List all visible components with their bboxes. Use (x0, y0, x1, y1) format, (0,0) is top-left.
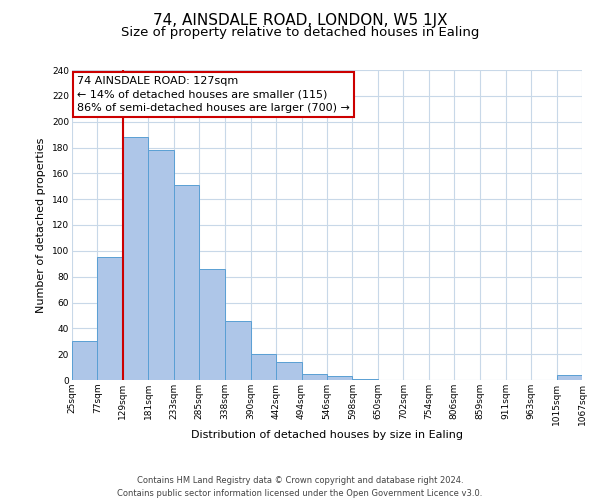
Bar (276, 362, 302, 380)
Text: Contains HM Land Registry data © Crown copyright and database right 2024.
Contai: Contains HM Land Registry data © Crown c… (118, 476, 482, 498)
Bar (327, 376, 352, 380)
Bar (174, 185, 199, 380)
Y-axis label: Number of detached properties: Number of detached properties (37, 138, 46, 312)
Bar (72, 341, 97, 380)
Bar (557, 375, 582, 380)
Bar (352, 378, 378, 380)
Text: 74 AINSDALE ROAD: 127sqm
← 14% of detached houses are smaller (115)
86% of semi-: 74 AINSDALE ROAD: 127sqm ← 14% of detach… (77, 76, 350, 112)
Bar (148, 150, 174, 380)
Text: Size of property relative to detached houses in Ealing: Size of property relative to detached ho… (121, 26, 479, 39)
X-axis label: Distribution of detached houses by size in Ealing: Distribution of detached houses by size … (191, 430, 463, 440)
Bar (123, 137, 148, 380)
Text: 74, AINSDALE ROAD, LONDON, W5 1JX: 74, AINSDALE ROAD, LONDON, W5 1JX (152, 12, 448, 28)
Bar (225, 320, 251, 380)
Bar (251, 354, 276, 380)
Bar (97, 258, 123, 380)
Bar (302, 374, 327, 380)
Bar (199, 269, 225, 380)
